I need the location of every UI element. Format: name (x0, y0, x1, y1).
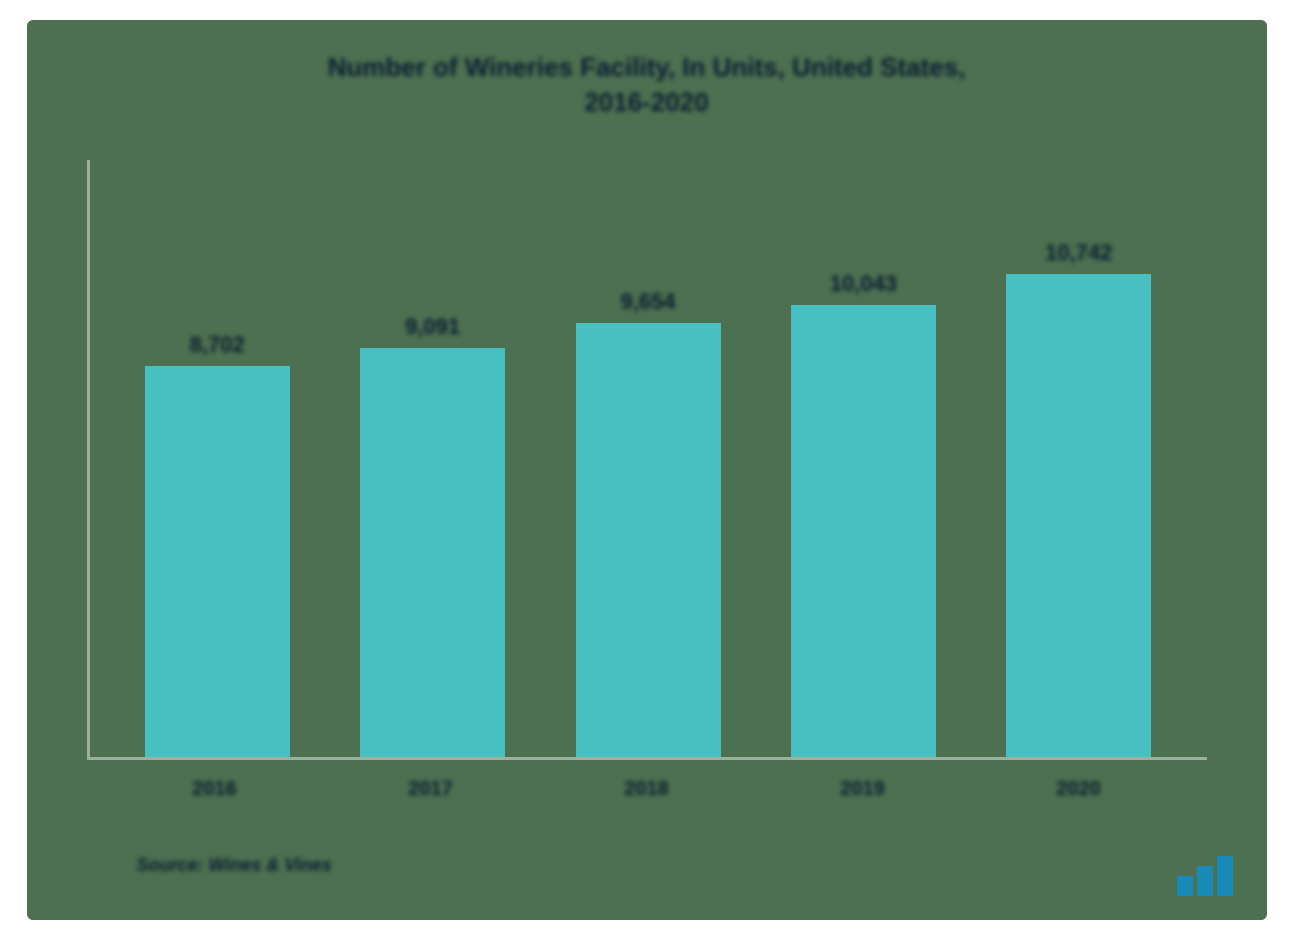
title-line-1: Number of Wineries Facility, In Units, U… (328, 52, 966, 82)
title-line-2: 2016-2020 (584, 87, 708, 117)
x-axis-labels: 2016 2017 2018 2019 2020 (87, 760, 1207, 801)
bar-value-label-3: 10,043 (830, 271, 897, 297)
bar-group-3: 10,043 (756, 160, 971, 757)
bar-3 (791, 305, 936, 757)
logo-bar-2 (1197, 866, 1213, 896)
logo-bar-1 (1177, 876, 1193, 896)
x-label-4: 2020 (971, 778, 1187, 801)
bar-value-label-4: 10,742 (1045, 240, 1112, 266)
x-label-2: 2018 (539, 778, 755, 801)
bar-0 (145, 366, 290, 758)
bar-group-4: 10,742 (971, 160, 1186, 757)
x-label-0: 2016 (107, 778, 323, 801)
bar-group-1: 9,091 (325, 160, 540, 757)
logo-bar-3 (1217, 856, 1233, 896)
plot-area: 8,702 9,091 9,654 10,043 10,742 (87, 160, 1207, 760)
chart-container: Number of Wineries Facility, In Units, U… (27, 20, 1267, 920)
bars-wrapper: 8,702 9,091 9,654 10,043 10,742 (90, 160, 1207, 757)
bar-1 (360, 348, 505, 757)
bar-group-2: 9,654 (540, 160, 755, 757)
x-label-1: 2017 (323, 778, 539, 801)
source-text: Source: Wines & Vines (137, 855, 332, 876)
bar-2 (576, 323, 721, 757)
bar-group-0: 8,702 (110, 160, 325, 757)
bar-value-label-0: 8,702 (190, 332, 245, 358)
chart-title: Number of Wineries Facility, In Units, U… (67, 50, 1227, 120)
bar-value-label-2: 9,654 (620, 289, 675, 315)
bar-value-label-1: 9,091 (405, 314, 460, 340)
logo-icon (1177, 856, 1233, 896)
x-label-3: 2019 (755, 778, 971, 801)
bar-4 (1006, 274, 1151, 757)
